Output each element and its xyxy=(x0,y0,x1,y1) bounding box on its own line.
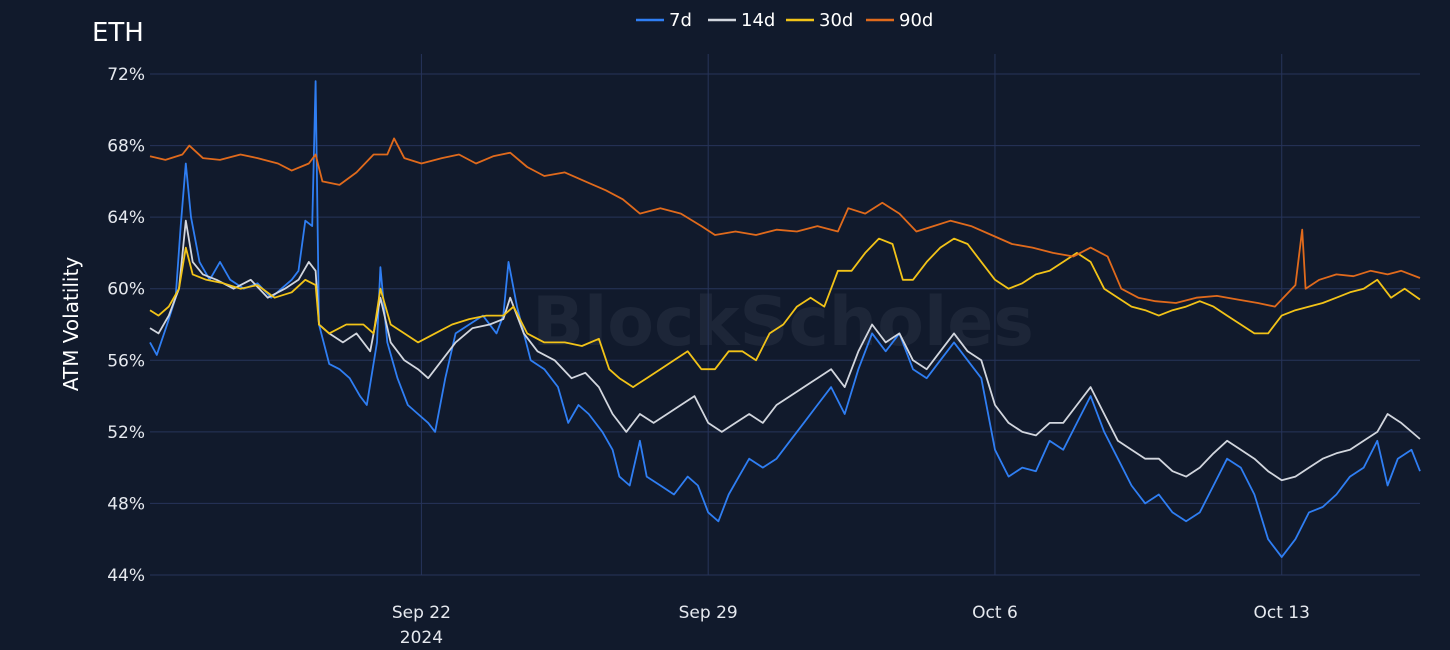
y-tick-label: 48% xyxy=(107,494,145,514)
y-tick-label: 56% xyxy=(107,351,145,371)
y-tick-label: 60% xyxy=(107,280,145,300)
x-tick-labels: Sep 22 2024 Sep 29 Oct 6 Oct 13 xyxy=(392,603,1310,648)
x-tick-label: Oct 6 xyxy=(972,603,1018,623)
legend-item-90d[interactable]: 90d xyxy=(866,10,933,31)
y-tick-labels: 44% 48% 52% 56% 60% 64% 68% 72% xyxy=(107,65,145,586)
series-lines xyxy=(149,80,1421,558)
grid-lines xyxy=(150,54,1420,576)
watermark: BlockScholes xyxy=(532,283,1034,362)
x-tick-label: Sep 29 xyxy=(679,603,738,623)
y-tick-label: 68% xyxy=(107,137,145,157)
legend-item-30d[interactable]: 30d xyxy=(786,10,853,31)
series-line-7d xyxy=(149,80,1421,558)
y-tick-label: 64% xyxy=(107,208,145,228)
x-tick-label: Oct 13 xyxy=(1254,603,1310,623)
legend-label: 7d xyxy=(669,10,692,31)
legend-label: 30d xyxy=(819,10,853,31)
y-tick-label: 44% xyxy=(107,566,145,586)
chart-title: ETH xyxy=(92,18,144,48)
series-line-90d xyxy=(149,137,1421,308)
legend-label: 90d xyxy=(899,10,933,31)
legend-item-7d[interactable]: 7d xyxy=(636,10,692,31)
y-tick-label: 52% xyxy=(107,423,145,443)
x-tick-label: Sep 22 xyxy=(392,603,451,623)
series-line-30d xyxy=(149,237,1421,388)
x-tick-sublabel: 2024 xyxy=(400,628,443,648)
legend[interactable]: 7d 14d 30d 90d xyxy=(636,10,933,31)
legend-label: 14d xyxy=(741,10,775,31)
y-axis-title: ATM Volatility xyxy=(59,257,83,391)
y-tick-label: 72% xyxy=(107,65,145,85)
legend-item-14d[interactable]: 14d xyxy=(708,10,775,31)
